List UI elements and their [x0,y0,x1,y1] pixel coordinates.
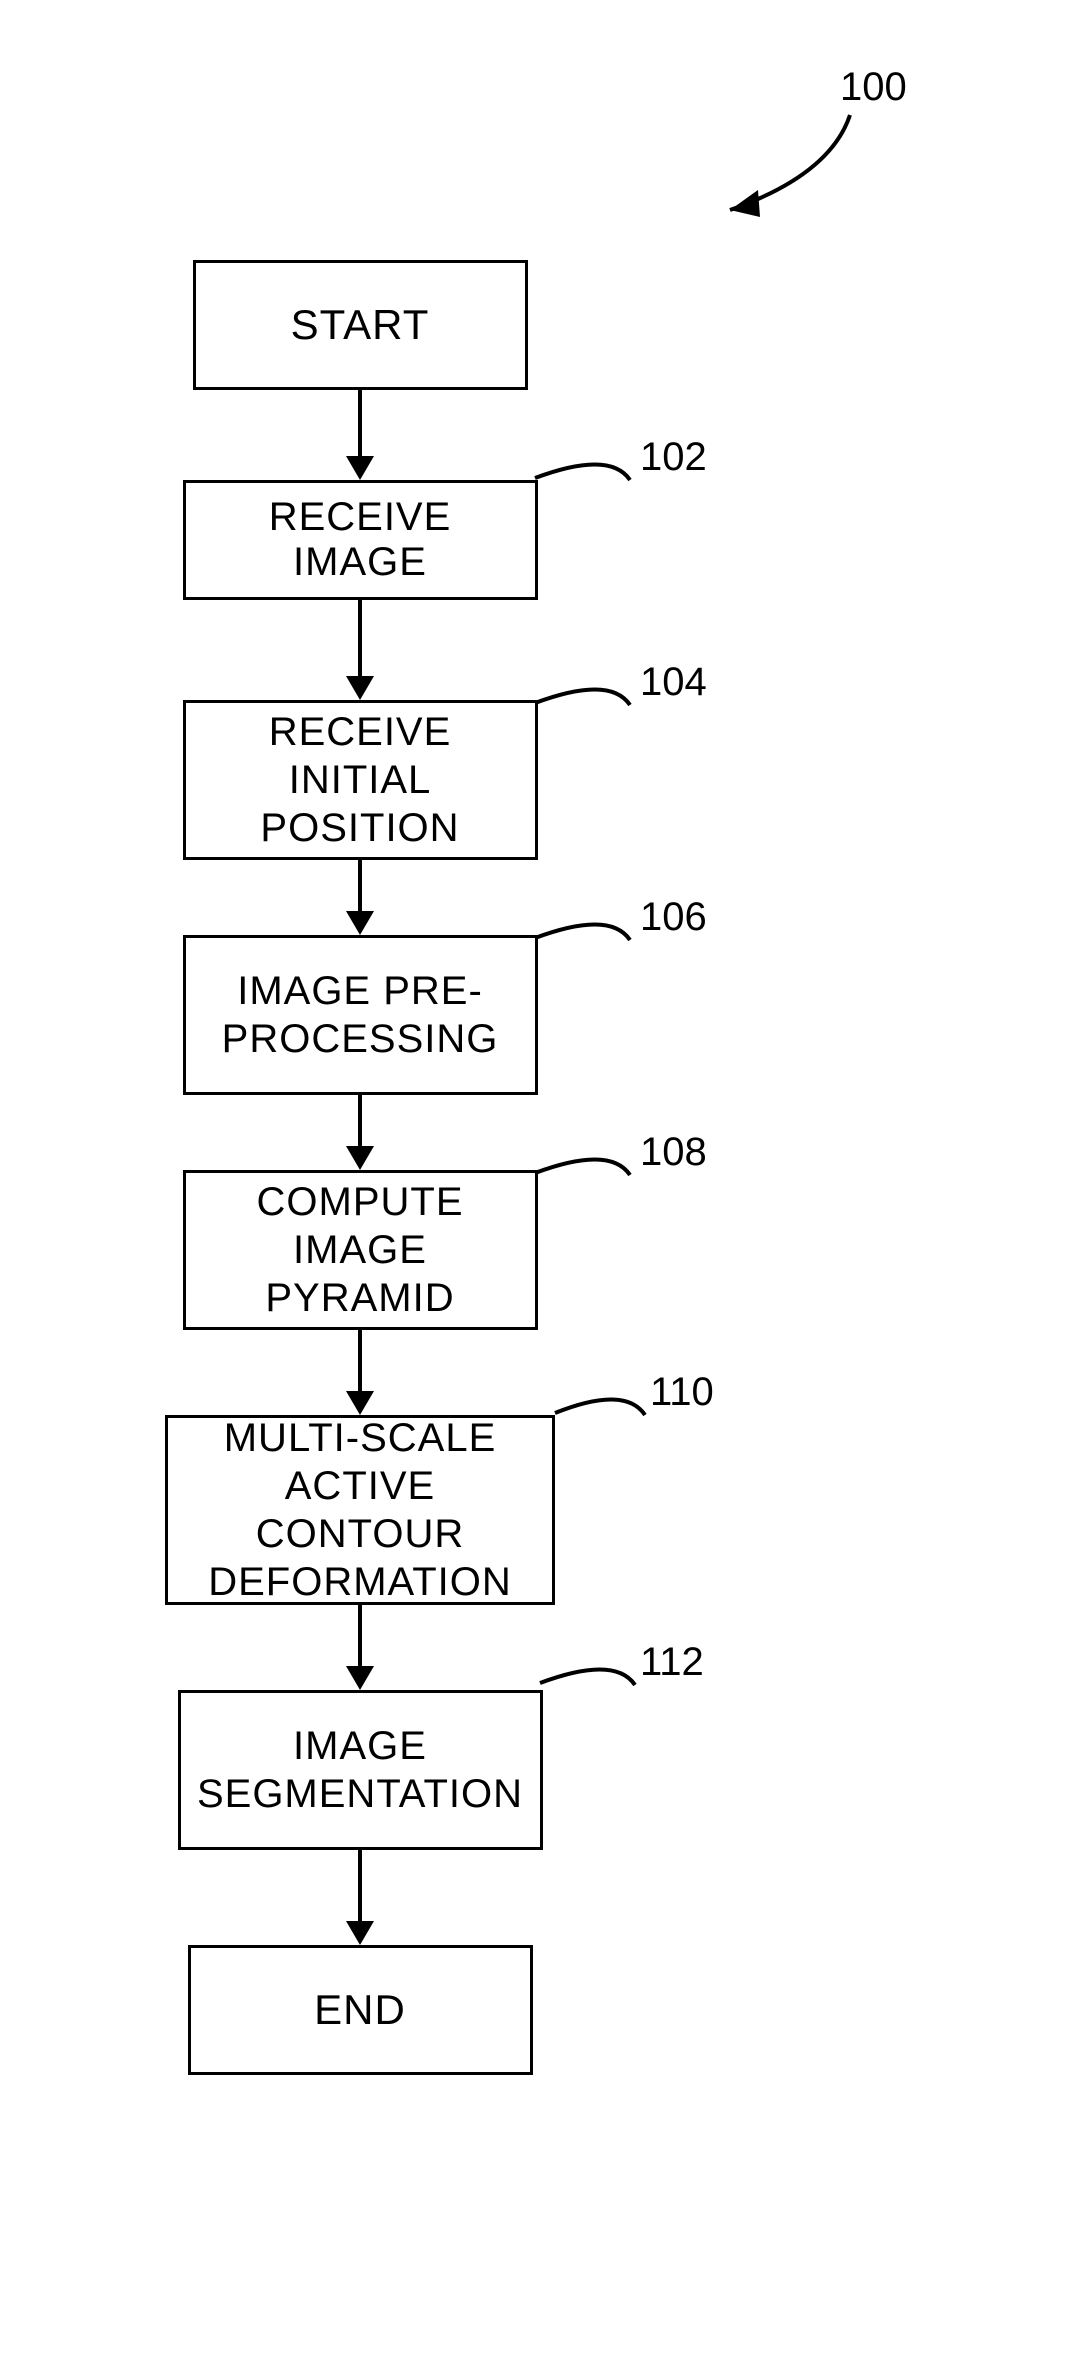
node-receive-image: RECEIVE IMAGE [183,480,538,600]
ref-label-102: 102 [640,435,707,480]
flowchart-container: START RECEIVE IMAGE RECEIVE INITIAL POSI… [165,260,555,2075]
arrow [346,1095,374,1170]
node-receive-initial: RECEIVE INITIAL POSITION [183,700,538,860]
ref-arrow-106 [520,900,640,980]
node-label: RECEIVE IMAGE [216,495,505,585]
ref-label-108: 108 [640,1130,707,1175]
node-label: COMPUTE IMAGE PYRAMID [216,1178,505,1322]
node-compute-pyramid: COMPUTE IMAGE PYRAMID [183,1170,538,1330]
node-label: MULTI-SCALE ACTIVE CONTOUR DEFORMATION [198,1414,522,1606]
ref-arrow-112 [525,1645,645,1725]
arrow [346,1605,374,1690]
node-label: START [291,301,430,349]
ref-arrow-110 [540,1375,660,1455]
node-label: IMAGE SEGMENTATION [197,1722,523,1818]
node-label: IMAGE PRE- PROCESSING [222,967,499,1063]
node-end: END [188,1945,533,2075]
ref-label-main: 100 [840,65,907,110]
arrow [346,600,374,700]
ref-label-112: 112 [640,1640,704,1685]
arrow [346,390,374,480]
arrow [346,1330,374,1415]
node-image-pre: IMAGE PRE- PROCESSING [183,935,538,1095]
arrow [346,1850,374,1945]
node-start: START [193,260,528,390]
arrow [346,860,374,935]
ref-label-104: 104 [640,660,707,705]
ref-arrow-104 [520,665,640,745]
ref-arrow-108 [520,1135,640,1215]
node-multi-scale: MULTI-SCALE ACTIVE CONTOUR DEFORMATION [165,1415,555,1605]
ref-arrow-102 [520,440,640,520]
ref-label-106: 106 [640,895,707,940]
node-label: END [314,1986,406,2034]
node-image-seg: IMAGE SEGMENTATION [178,1690,543,1850]
ref-arrow-main [680,105,860,235]
node-label: RECEIVE INITIAL POSITION [216,708,505,852]
